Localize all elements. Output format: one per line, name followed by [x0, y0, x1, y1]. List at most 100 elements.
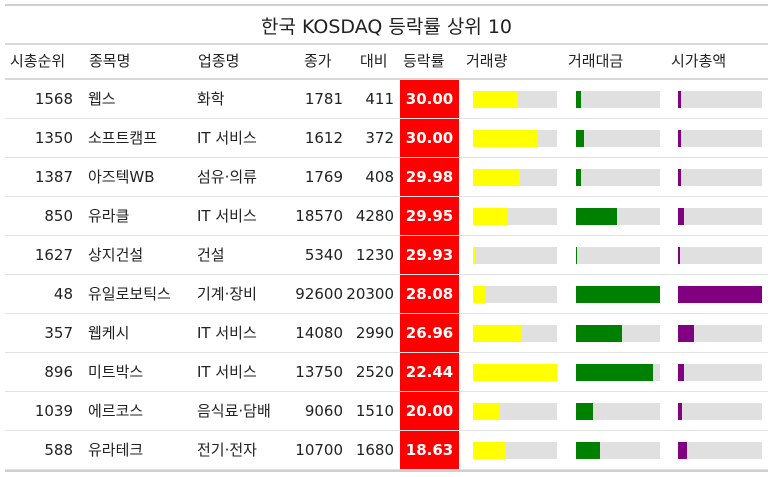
volume-bar — [473, 247, 475, 264]
value-bar-track — [576, 247, 660, 264]
volume-bar — [473, 130, 537, 147]
header-mcap: 시가총액 — [671, 52, 727, 70]
value-bar — [576, 91, 581, 108]
cell-name: 유라테크 — [88, 441, 144, 459]
row-divider — [5, 469, 768, 470]
cell-diff: 2520 — [355, 363, 394, 381]
volume-bar-track — [473, 364, 557, 381]
table-row: 1387 아즈텍WB 섬유·의류 1769 408 29.98 — [5, 158, 768, 197]
cell-rank: 357 — [44, 324, 73, 342]
cell-diff: 411 — [365, 90, 394, 108]
table-row: 850 유라클 IT 서비스 18570 4280 29.95 — [5, 197, 768, 236]
marketcap-bar — [678, 130, 681, 147]
value-bar — [576, 442, 600, 459]
value-bar — [576, 169, 581, 186]
value-bar — [576, 130, 584, 147]
value-bar-track — [576, 286, 660, 303]
cell-change-pct: 18.63 — [400, 431, 459, 470]
header-bottom-rule — [5, 78, 768, 80]
volume-bar — [473, 91, 518, 108]
volume-bar-track — [473, 91, 557, 108]
table-row: 48 유일로보틱스 기계·장비 92600 20300 28.08 — [5, 275, 768, 314]
header-sector: 업종명 — [198, 52, 240, 70]
marketcap-bar-track — [678, 208, 762, 225]
value-bar-track — [576, 130, 660, 147]
cell-close: 1781 — [304, 90, 343, 108]
cell-close: 14080 — [295, 324, 343, 342]
value-bar — [576, 286, 660, 303]
volume-bar — [473, 208, 507, 225]
header-pct: 등락률 — [403, 52, 445, 70]
marketcap-bar — [678, 169, 681, 186]
cell-name: 유라클 — [88, 207, 130, 225]
value-bar-track — [576, 442, 660, 459]
volume-bar-track — [473, 208, 557, 225]
value-bar — [576, 325, 622, 342]
table-row: 1039 에르코스 음식료·담배 9060 1510 20.00 — [5, 392, 768, 431]
cell-change-pct: 30.00 — [400, 80, 459, 119]
volume-bar-track — [473, 286, 557, 303]
cell-name: 웹스 — [88, 90, 116, 108]
cell-sector: 화학 — [197, 90, 225, 108]
cell-name: 웹케시 — [88, 324, 130, 342]
cell-close: 5340 — [304, 246, 343, 264]
cell-diff: 4280 — [355, 207, 394, 225]
cell-diff: 408 — [365, 168, 394, 186]
cell-name: 미트박스 — [88, 363, 144, 381]
row-divider — [5, 274, 768, 275]
header-volume: 거래량 — [466, 52, 508, 70]
cell-sector: 섬유·의류 — [197, 168, 257, 186]
bottom-rule — [5, 470, 768, 472]
marketcap-bar-track — [678, 130, 762, 147]
marketcap-bar-track — [678, 442, 762, 459]
value-bar-track — [576, 403, 660, 420]
cell-close: 9060 — [304, 402, 343, 420]
value-bar-track — [576, 364, 660, 381]
cell-change-pct: 29.93 — [400, 236, 459, 275]
volume-bar-track — [473, 130, 557, 147]
cell-name: 소프트캠프 — [88, 129, 158, 147]
cell-sector: 전기·전자 — [197, 441, 257, 459]
row-divider — [5, 118, 768, 119]
cell-rank: 1350 — [34, 129, 73, 147]
cell-diff: 2990 — [355, 324, 394, 342]
header-rank: 시총순위 — [10, 52, 66, 70]
cell-name: 상지건설 — [88, 246, 144, 264]
cell-close: 92600 — [295, 285, 343, 303]
volume-bar-track — [473, 169, 557, 186]
volume-bar — [473, 364, 557, 381]
cell-diff: 1680 — [355, 441, 394, 459]
cell-change-pct: 22.44 — [400, 353, 459, 392]
cell-change-pct: 26.96 — [400, 314, 459, 353]
table-row: 1627 상지건설 건설 5340 1230 29.93 — [5, 236, 768, 275]
cell-close: 10700 — [295, 441, 343, 459]
row-divider — [5, 352, 768, 353]
top-rule — [5, 4, 768, 6]
cell-name: 에르코스 — [88, 402, 144, 420]
cell-sector: 건설 — [197, 246, 225, 264]
volume-bar-track — [473, 403, 557, 420]
cell-change-pct: 30.00 — [400, 119, 459, 158]
value-bar-track — [576, 91, 660, 108]
volume-bar-track — [473, 247, 557, 264]
header-top-rule — [5, 43, 768, 45]
cell-change-pct: 20.00 — [400, 392, 459, 431]
cell-sector: IT 서비스 — [197, 129, 257, 147]
cell-diff: 20300 — [346, 285, 394, 303]
marketcap-bar-track — [678, 364, 762, 381]
table-row: 588 유라테크 전기·전자 10700 1680 18.63 — [5, 431, 768, 470]
cell-rank: 48 — [53, 285, 73, 303]
table-row: 357 웹케시 IT 서비스 14080 2990 26.96 — [5, 314, 768, 353]
cell-close: 1612 — [304, 129, 343, 147]
marketcap-bar-track — [678, 169, 762, 186]
row-divider — [5, 313, 768, 314]
row-divider — [5, 430, 768, 431]
volume-bar — [473, 286, 486, 303]
value-bar-track — [576, 325, 660, 342]
table-row: 1568 웹스 화학 1781 411 30.00 — [5, 80, 768, 119]
cell-sector: 기계·장비 — [197, 285, 257, 303]
header-close: 종가 — [304, 52, 332, 70]
cell-sector: 음식료·담배 — [197, 402, 271, 420]
cell-change-pct: 29.95 — [400, 197, 459, 236]
